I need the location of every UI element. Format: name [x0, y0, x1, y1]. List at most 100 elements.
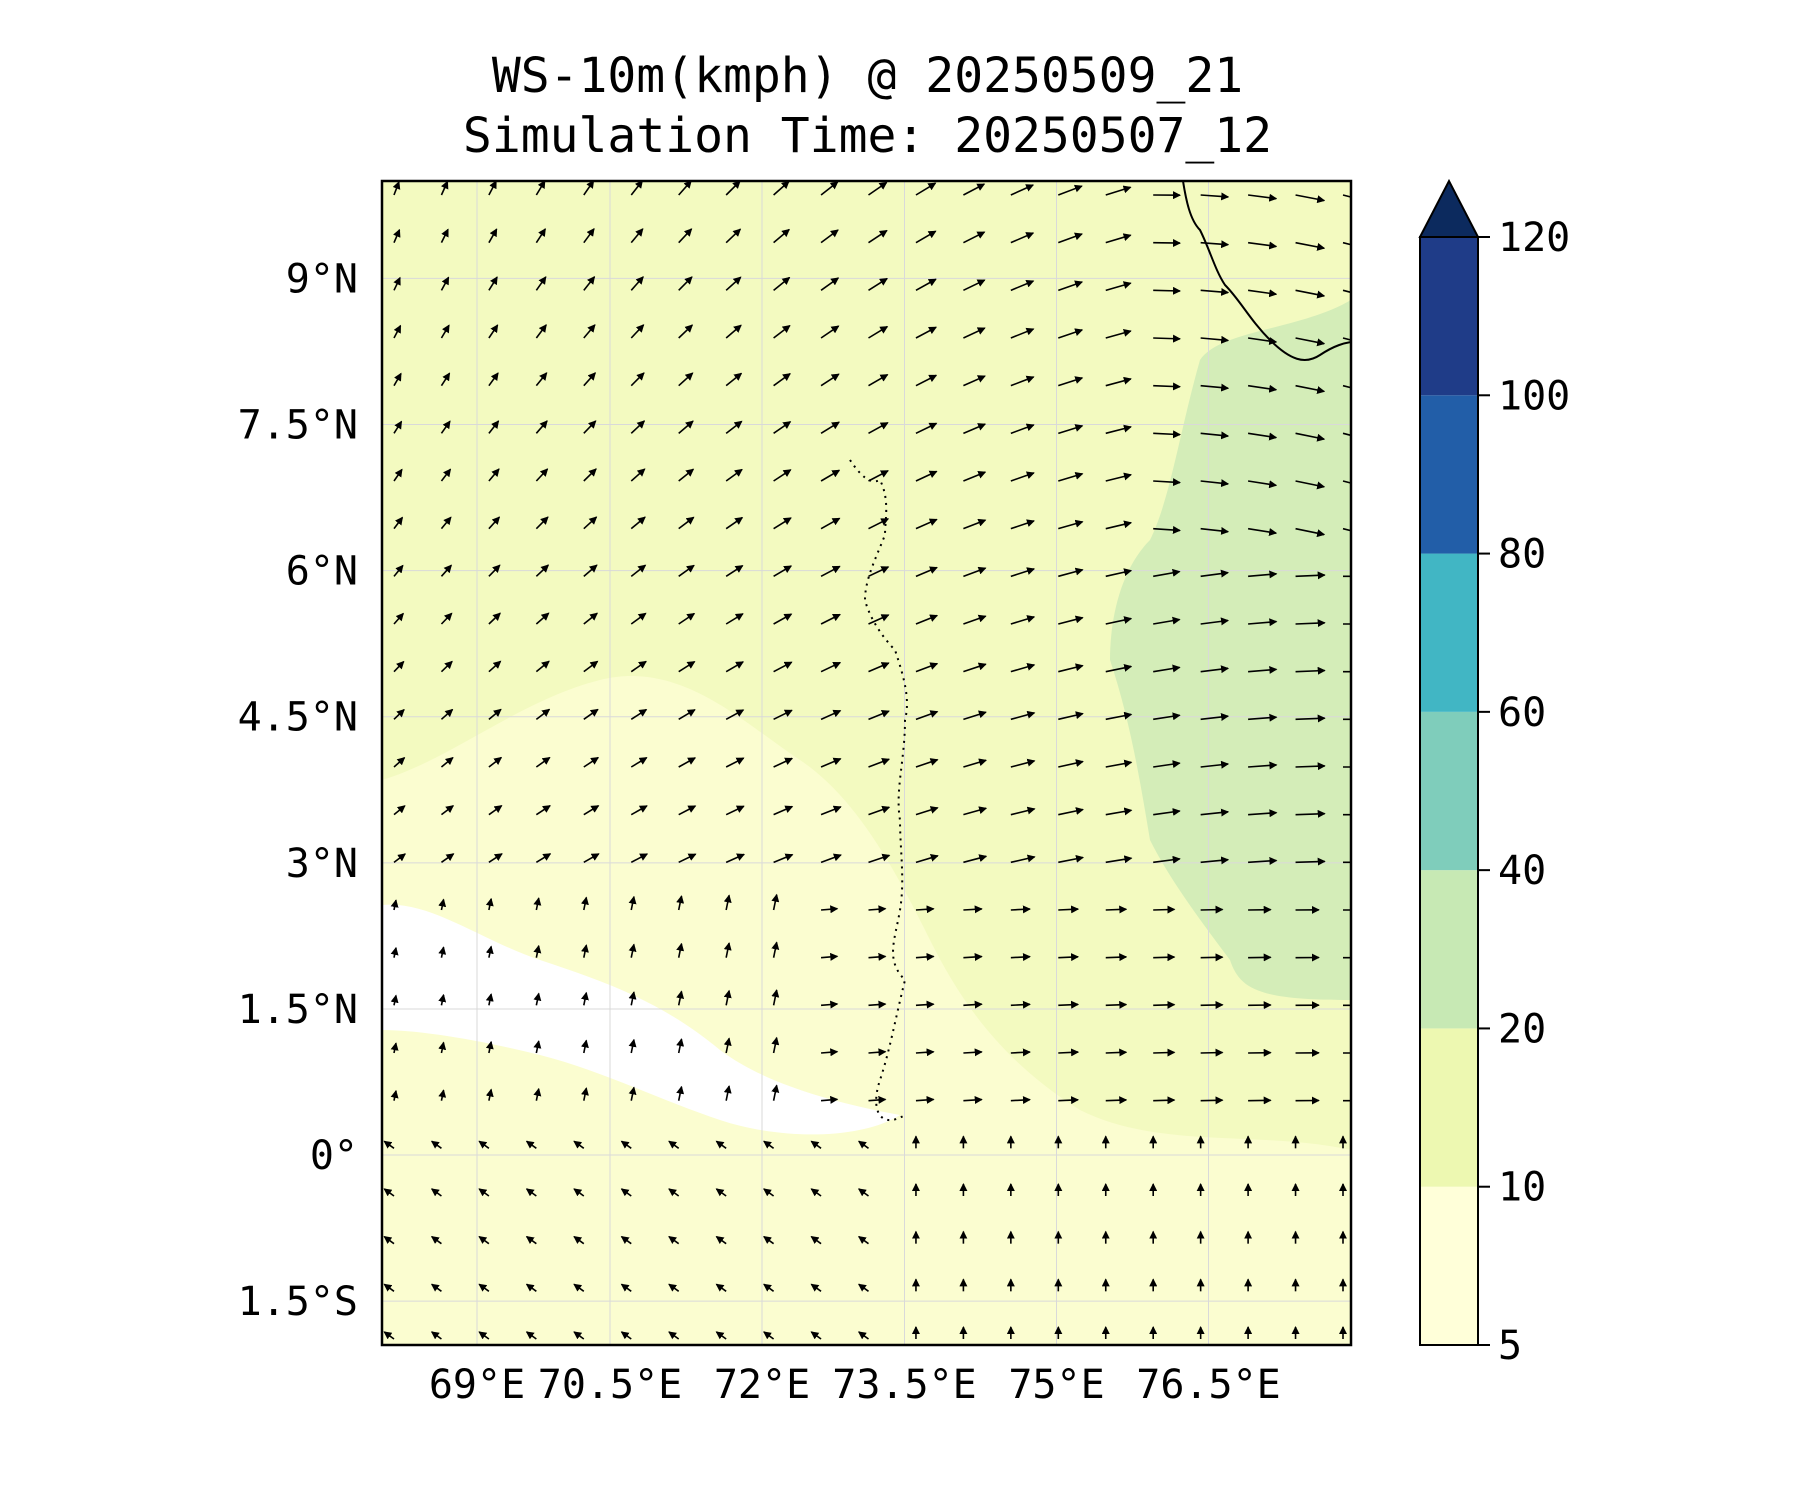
wind-arrow — [583, 420, 597, 434]
wind-arrow — [725, 757, 745, 768]
wind-arrow — [1342, 527, 1351, 532]
wind-arrow — [868, 662, 890, 673]
wind-arrow — [857, 1140, 869, 1149]
colorbar-segment — [1420, 395, 1478, 554]
wind-arrow — [820, 517, 841, 530]
wind-arrow — [1200, 665, 1230, 674]
wind-arrow — [535, 660, 550, 673]
wind-arrow — [820, 853, 842, 864]
coastlines — [849, 181, 1351, 1121]
wind-arrow — [668, 1235, 680, 1245]
wind-arrow — [1010, 854, 1036, 864]
wind-arrow — [1105, 472, 1132, 482]
wind-arrow — [440, 372, 451, 387]
wind-arrow — [1010, 953, 1031, 962]
wind-arrow — [488, 228, 498, 244]
wind-speed-fill-moderate-region — [1110, 300, 1351, 1000]
wind-arrow — [583, 708, 599, 720]
wind-arrow — [963, 662, 987, 673]
wind-arrow — [1248, 809, 1278, 818]
wind-arrow — [440, 276, 450, 291]
wind-arrow — [583, 372, 596, 387]
wind-arrow — [525, 1331, 537, 1340]
wind-arrow — [725, 420, 743, 434]
colorbar-segment — [1420, 237, 1478, 396]
wind-arrow — [1010, 519, 1035, 530]
wind-arrow — [963, 327, 986, 339]
wind-arrow — [963, 1095, 983, 1104]
wind-arrow — [440, 420, 451, 434]
wind-arrow — [678, 709, 696, 721]
wind-arrow — [393, 420, 403, 434]
wind-arrow — [1153, 525, 1181, 534]
wind-arrow — [820, 905, 839, 914]
wind-arrow — [628, 1086, 637, 1101]
wind-arrow — [868, 470, 889, 482]
wind-arrow — [915, 278, 937, 292]
wind-arrow — [1200, 479, 1230, 488]
wind-arrow — [1153, 1000, 1176, 1009]
wind-arrow — [773, 324, 791, 339]
wind-arrow — [763, 1331, 775, 1340]
wind-arrow — [725, 805, 745, 816]
wind-arrow — [857, 1283, 869, 1292]
wind-arrow — [1058, 953, 1080, 962]
wind-arrow — [488, 468, 500, 482]
wind-arrow — [678, 181, 692, 196]
wind-arrow — [868, 710, 890, 721]
wind-arrow — [488, 804, 503, 816]
wind-arrow — [630, 276, 644, 291]
colorbar-segment — [1420, 870, 1478, 1029]
title-line-1: WS-10m(kmph) @ 20250509_21 — [491, 48, 1244, 104]
wind-arrow — [915, 422, 938, 435]
wind-arrow — [1105, 424, 1132, 435]
colorbar-tick-label: 40 — [1498, 848, 1546, 894]
wind-arrow — [1105, 711, 1133, 721]
wind-arrow — [1058, 567, 1084, 578]
wind-arrow — [488, 372, 499, 387]
wind-arrow — [915, 662, 939, 673]
wind-arrow — [581, 1039, 589, 1054]
wind-arrow — [488, 181, 497, 196]
wind-arrow — [1200, 713, 1230, 721]
wind-arrow — [820, 277, 840, 291]
wind-arrow — [1153, 1048, 1176, 1057]
wind-arrow — [915, 853, 939, 864]
wind-arrow — [725, 661, 744, 673]
wind-arrow — [440, 516, 452, 530]
wind-arrow — [1295, 194, 1326, 204]
wind-arrow — [630, 228, 644, 244]
wind-arrow — [1010, 232, 1035, 244]
wind-arrow — [678, 276, 693, 291]
wind-arrow — [581, 944, 589, 958]
wind-arrow — [915, 182, 937, 196]
wind-arrow — [1200, 808, 1230, 817]
wind-arrow — [963, 710, 987, 721]
wind-arrow — [820, 757, 842, 768]
lat-tick-label: 1.5°S — [238, 1279, 358, 1325]
wind-arrow — [963, 758, 987, 768]
colorbar-segment — [1420, 1186, 1478, 1345]
wind-arrow — [678, 805, 697, 816]
wind-arrow — [1247, 432, 1278, 441]
wind-arrow — [1295, 857, 1326, 866]
wind-arrow — [533, 897, 542, 911]
wind-arrow — [1153, 905, 1176, 914]
lat-tick-label: 4.5°N — [238, 695, 358, 741]
wind-arrow — [1105, 905, 1128, 914]
wind-arrow — [676, 1085, 685, 1101]
wind-arrow — [393, 228, 401, 243]
wind-arrow — [1200, 240, 1230, 249]
wind-arrow — [583, 612, 598, 625]
wind-arrow — [1058, 424, 1084, 435]
wind-arrow — [383, 1283, 395, 1292]
wind-arrow — [915, 905, 935, 914]
wind-arrow — [725, 228, 742, 244]
map-title: WS-10m(kmph) @ 20250509_21 Simulation Ti… — [0, 46, 1735, 166]
wind-arrow — [478, 1188, 490, 1197]
wind-arrow — [1342, 432, 1351, 437]
wind-arrow — [678, 564, 695, 577]
wind-speed-fill-low-region — [382, 676, 1351, 1345]
wind-arrow — [868, 1000, 887, 1009]
wind-arrow — [963, 423, 987, 435]
